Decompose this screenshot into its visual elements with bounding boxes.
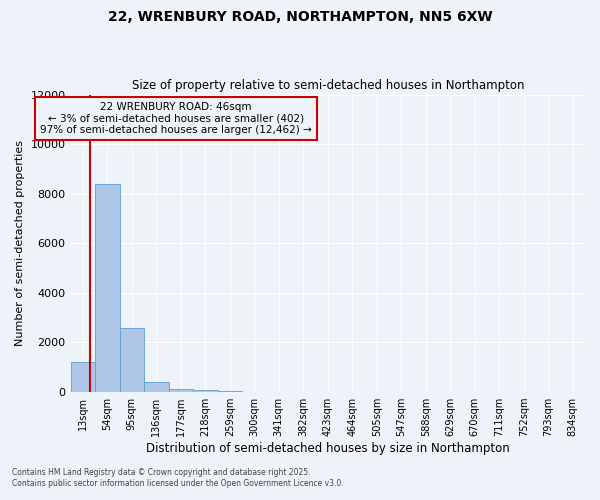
Text: 22 WRENBURY ROAD: 46sqm
← 3% of semi-detached houses are smaller (402)
97% of se: 22 WRENBURY ROAD: 46sqm ← 3% of semi-det…: [40, 102, 312, 135]
Text: 22, WRENBURY ROAD, NORTHAMPTON, NN5 6XW: 22, WRENBURY ROAD, NORTHAMPTON, NN5 6XW: [107, 10, 493, 24]
Y-axis label: Number of semi-detached properties: Number of semi-detached properties: [15, 140, 25, 346]
Text: Contains HM Land Registry data © Crown copyright and database right 2025.
Contai: Contains HM Land Registry data © Crown c…: [12, 468, 344, 487]
Bar: [119, 328, 144, 392]
Bar: [71, 362, 95, 392]
Bar: [144, 382, 169, 392]
X-axis label: Distribution of semi-detached houses by size in Northampton: Distribution of semi-detached houses by …: [146, 442, 509, 455]
Bar: [95, 184, 119, 392]
Bar: [193, 390, 218, 392]
Title: Size of property relative to semi-detached houses in Northampton: Size of property relative to semi-detach…: [131, 79, 524, 92]
Bar: [169, 388, 193, 392]
